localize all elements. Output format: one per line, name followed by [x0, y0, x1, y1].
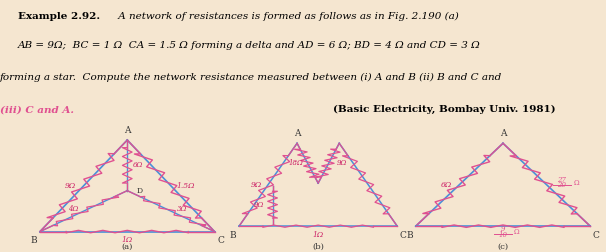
Text: (iii) C and A.: (iii) C and A.: [0, 105, 74, 114]
Text: 9Ω: 9Ω: [337, 159, 347, 167]
Text: 1.5Ω: 1.5Ω: [177, 182, 195, 190]
Text: 9Ω: 9Ω: [65, 182, 76, 190]
Text: 1Ω: 1Ω: [122, 236, 133, 244]
Text: A: A: [124, 126, 130, 135]
Text: (a): (a): [122, 243, 133, 251]
Text: A: A: [500, 130, 506, 138]
Text: (c): (c): [498, 243, 508, 251]
Text: C: C: [400, 231, 407, 240]
Text: 3Ω: 3Ω: [177, 205, 187, 213]
Text: AB = 9Ω;  BC = 1 Ω  CA = 1.5 Ω forming a delta and AD = 6 Ω; BD = 4 Ω and CD = 3: AB = 9Ω; BC = 1 Ω CA = 1.5 Ω forming a d…: [18, 41, 481, 50]
Text: Ω: Ω: [514, 228, 519, 236]
Text: B: B: [230, 231, 236, 240]
Text: B: B: [31, 236, 37, 245]
Text: 10: 10: [499, 231, 507, 239]
Text: (b): (b): [312, 243, 324, 251]
Text: 9Ω: 9Ω: [254, 201, 264, 209]
Text: 9: 9: [501, 225, 505, 233]
Text: 4Ω: 4Ω: [68, 205, 78, 213]
Text: C: C: [593, 231, 600, 240]
Text: A network of resistances is formed as follows as in Fig. 2.190 (a): A network of resistances is formed as fo…: [115, 12, 459, 21]
Text: 20: 20: [558, 181, 566, 189]
Text: (Basic Electricity, Bombay Univ. 1981): (Basic Electricity, Bombay Univ. 1981): [333, 105, 556, 114]
Text: Example 2.92.: Example 2.92.: [18, 12, 101, 21]
Text: C: C: [217, 236, 224, 245]
Text: forming a star.  Compute the network resistance measured between (i) A and B (ii: forming a star. Compute the network resi…: [0, 73, 502, 82]
Text: 9Ω: 9Ω: [250, 181, 262, 189]
Text: 27: 27: [558, 176, 566, 184]
Text: 6Ω: 6Ω: [441, 181, 451, 189]
Text: 6Ω: 6Ω: [133, 161, 143, 169]
Text: 18Ω: 18Ω: [288, 159, 303, 167]
Text: 1Ω: 1Ω: [313, 231, 324, 239]
Text: Ω: Ω: [574, 179, 579, 187]
Text: D: D: [136, 187, 142, 195]
Text: A: A: [294, 130, 301, 138]
Text: B: B: [407, 231, 413, 240]
